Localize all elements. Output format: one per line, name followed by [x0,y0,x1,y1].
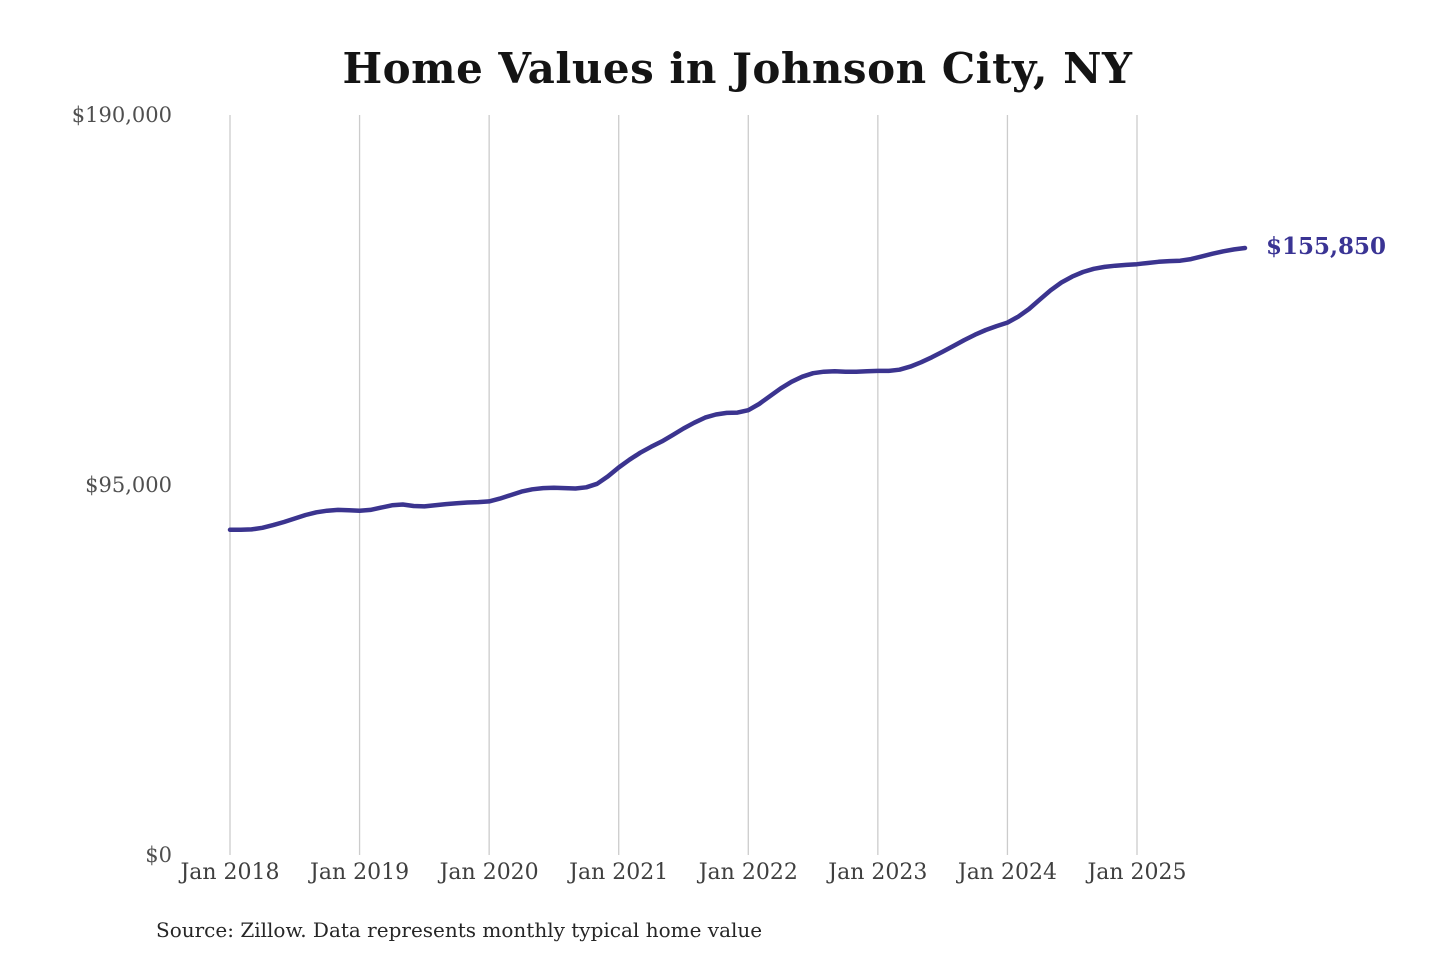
y-axis-tick-label-0: $0 [145,843,172,867]
home-value-line [227,245,1248,533]
x-axis-tick-label: Jan 2018 [180,860,280,885]
x-axis-tick-label: Jan 2024 [957,860,1057,885]
series-end-value-label: $155,850 [1266,233,1387,260]
y-axis-tick-label-95000: $95,000 [85,473,172,497]
chart-title: Home Values in Johnson City, NY [342,44,1133,93]
gridlines-group [229,115,1138,855]
x-axis-tick-label: Jan 2020 [439,860,539,885]
x-axis-tick-label: Jan 2022 [698,860,798,885]
y-axis-tick-label-190000: $190,000 [71,103,172,127]
x-axis-tick-label: Jan 2019 [310,860,410,885]
x-axis-tick-label: Jan 2025 [1087,860,1187,885]
x-axis-tick-label: Jan 2021 [569,860,669,885]
x-axis-tick-label: Jan 2023 [828,860,928,885]
source-note: Source: Zillow. Data represents monthly … [156,918,763,942]
